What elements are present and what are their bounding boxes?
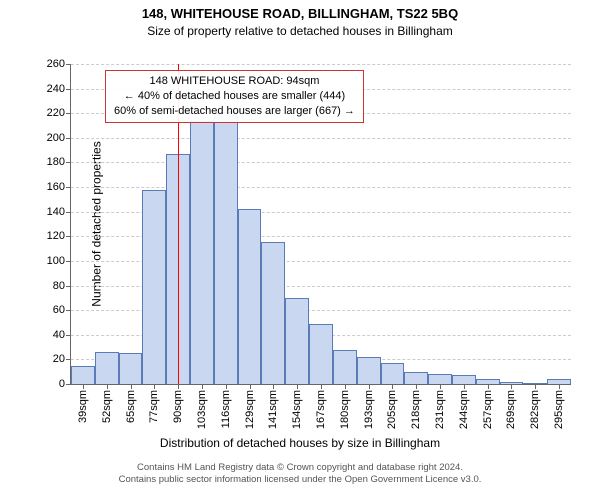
histogram-bar: [142, 190, 166, 384]
histogram-bar: [214, 112, 238, 384]
histogram-bar: [476, 379, 500, 384]
annotation-line-2: 60% of semi-detached houses are larger (…: [114, 104, 355, 119]
x-tick-label: 65sqm: [125, 390, 137, 423]
x-tick-mark: [131, 384, 132, 389]
x-tick-label: 244sqm: [458, 390, 470, 429]
histogram-bar: [309, 324, 333, 384]
x-tick-label: 295sqm: [553, 390, 565, 429]
x-tick-label: 269sqm: [505, 390, 517, 429]
x-tick-label: 141sqm: [267, 390, 279, 429]
x-tick-mark: [226, 384, 227, 389]
x-tick-mark: [488, 384, 489, 389]
x-tick-mark: [369, 384, 370, 389]
x-tick-label: 77sqm: [148, 390, 160, 423]
x-tick-mark: [345, 384, 346, 389]
y-tick-label: 80: [53, 280, 71, 292]
x-tick-mark: [273, 384, 274, 389]
histogram-bar: [357, 357, 381, 384]
histogram-bar: [452, 375, 476, 384]
gridline: [71, 187, 571, 188]
y-tick-label: 180: [47, 156, 71, 168]
histogram-bar: [95, 352, 119, 384]
x-tick-label: 167sqm: [315, 390, 327, 429]
histogram-bar: [523, 383, 547, 384]
x-tick-label: 129sqm: [244, 390, 256, 429]
histogram-bar: [500, 382, 524, 384]
x-tick-mark: [250, 384, 251, 389]
x-tick-mark: [416, 384, 417, 389]
histogram-bar: [190, 121, 214, 384]
annotation-line-1: ← 40% of detached houses are smaller (44…: [114, 89, 355, 104]
x-tick-mark: [107, 384, 108, 389]
annotation-box: 148 WHITEHOUSE ROAD: 94sqm ← 40% of deta…: [105, 70, 364, 123]
x-tick-mark: [297, 384, 298, 389]
x-tick-mark: [440, 384, 441, 389]
x-tick-label: 116sqm: [220, 390, 232, 428]
x-tick-mark: [535, 384, 536, 389]
x-tick-label: 154sqm: [291, 390, 303, 429]
y-tick-label: 220: [47, 107, 71, 119]
x-tick-label: 282sqm: [529, 390, 541, 429]
y-tick-label: 120: [47, 230, 71, 242]
histogram-bar: [119, 353, 143, 384]
gridline: [71, 162, 571, 163]
x-axis-label: Distribution of detached houses by size …: [0, 436, 600, 450]
y-tick-label: 160: [47, 181, 71, 193]
y-tick-label: 200: [47, 132, 71, 144]
y-tick-label: 140: [47, 206, 71, 218]
chart-container: 148, WHITEHOUSE ROAD, BILLINGHAM, TS22 5…: [0, 0, 600, 500]
x-tick-mark: [154, 384, 155, 389]
x-tick-mark: [511, 384, 512, 389]
y-tick-label: 260: [47, 58, 71, 70]
gridline: [71, 64, 571, 65]
annotation-line-0: 148 WHITEHOUSE ROAD: 94sqm: [114, 74, 355, 89]
x-tick-mark: [202, 384, 203, 389]
histogram-bar: [381, 363, 405, 384]
footer-line-1: Contains public sector information licen…: [0, 474, 600, 486]
x-tick-label: 257sqm: [482, 390, 494, 429]
gridline: [71, 138, 571, 139]
histogram-bar: [547, 379, 571, 384]
histogram-bar: [285, 298, 309, 384]
histogram-bar: [261, 242, 285, 384]
x-tick-label: 52sqm: [101, 390, 113, 423]
x-tick-label: 39sqm: [77, 390, 89, 423]
histogram-bar: [333, 350, 357, 384]
chart-subtitle: Size of property relative to detached ho…: [0, 24, 600, 38]
y-tick-label: 0: [59, 378, 71, 390]
x-tick-label: 103sqm: [196, 390, 208, 429]
y-tick-label: 100: [47, 255, 71, 267]
y-tick-label: 40: [53, 329, 71, 341]
x-tick-label: 218sqm: [410, 390, 422, 429]
histogram-bar: [71, 366, 95, 384]
x-tick-mark: [321, 384, 322, 389]
histogram-bar: [404, 372, 428, 384]
histogram-bar: [238, 209, 262, 384]
x-tick-label: 205sqm: [386, 390, 398, 429]
x-tick-mark: [392, 384, 393, 389]
x-tick-label: 90sqm: [172, 390, 184, 423]
y-tick-label: 240: [47, 83, 71, 95]
y-tick-label: 20: [53, 353, 71, 365]
x-tick-mark: [178, 384, 179, 389]
x-tick-mark: [464, 384, 465, 389]
x-tick-label: 231sqm: [434, 390, 446, 429]
x-tick-mark: [83, 384, 84, 389]
footer-line-0: Contains HM Land Registry data © Crown c…: [0, 462, 600, 474]
y-tick-label: 60: [53, 304, 71, 316]
chart-title: 148, WHITEHOUSE ROAD, BILLINGHAM, TS22 5…: [0, 6, 600, 21]
footer: Contains HM Land Registry data © Crown c…: [0, 462, 600, 487]
x-tick-label: 180sqm: [339, 390, 351, 429]
x-tick-label: 193sqm: [363, 390, 375, 429]
x-tick-mark: [559, 384, 560, 389]
histogram-bar: [428, 374, 452, 384]
